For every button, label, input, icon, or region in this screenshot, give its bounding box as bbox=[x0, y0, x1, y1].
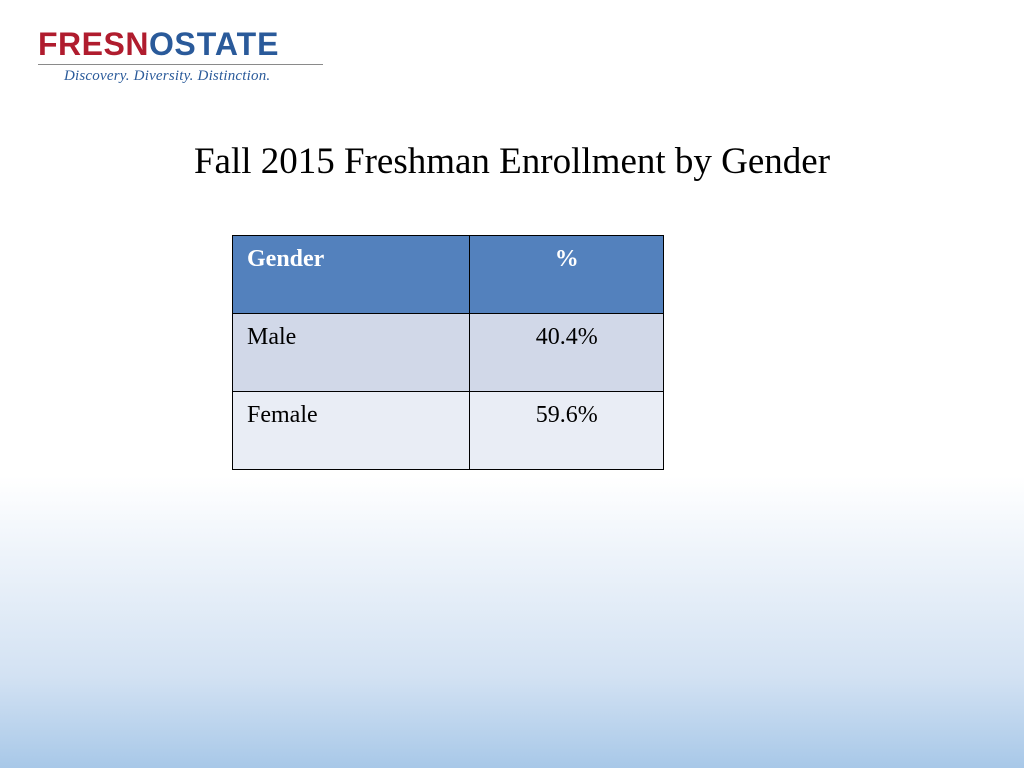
cell-gender: Male bbox=[233, 314, 470, 392]
logo-divider bbox=[38, 64, 323, 65]
logo-text-state: STATE bbox=[174, 26, 279, 62]
enrollment-table: Gender % Male 40.4% Female 59.6% bbox=[232, 235, 664, 470]
table-row: Female 59.6% bbox=[233, 392, 664, 470]
paw-icon: ✽ bbox=[156, 37, 167, 50]
col-header-gender: Gender bbox=[233, 236, 470, 314]
logo-tagline: Discovery. Diversity. Distinction. bbox=[38, 68, 338, 85]
slide-title: Fall 2015 Freshman Enrollment by Gender bbox=[0, 140, 1024, 183]
table-header-row: Gender % bbox=[233, 236, 664, 314]
cell-percent: 40.4% bbox=[470, 314, 664, 392]
cell-percent: 59.6% bbox=[470, 392, 664, 470]
logo-o-paw-icon: O✽ bbox=[149, 28, 174, 60]
logo-text-fresn: FRESN bbox=[38, 26, 149, 62]
table-row: Male 40.4% bbox=[233, 314, 664, 392]
cell-gender: Female bbox=[233, 392, 470, 470]
fresno-state-logo: FRESNO✽STATE Discovery. Diversity. Disti… bbox=[38, 28, 338, 85]
logo-wordmark: FRESNO✽STATE bbox=[38, 28, 338, 60]
col-header-percent: % bbox=[470, 236, 664, 314]
